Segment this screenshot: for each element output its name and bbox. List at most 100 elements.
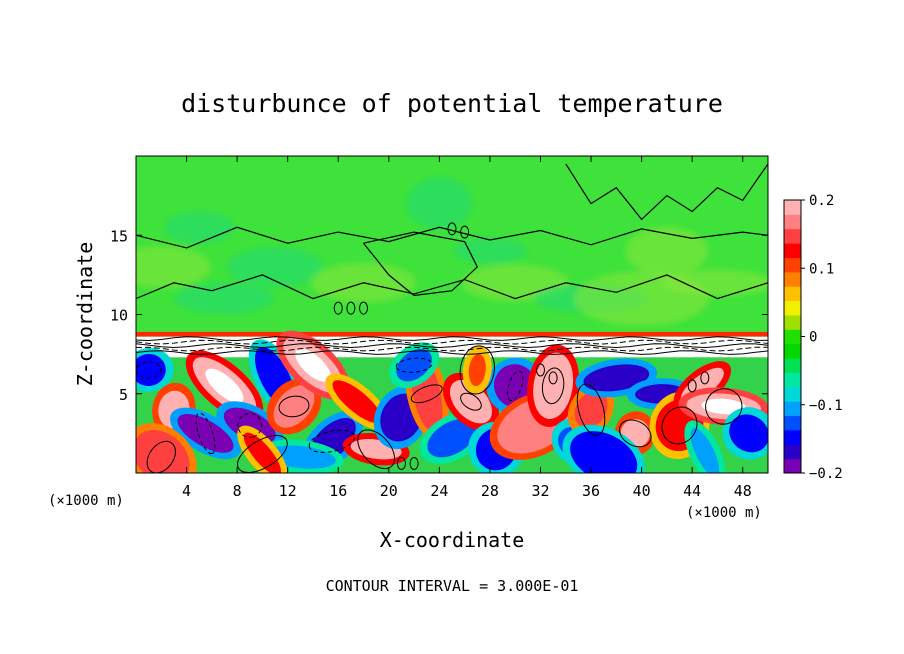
anomaly-contour [506,370,524,402]
upper-field-patch [574,271,710,327]
anomaly-contour [136,361,162,379]
y-axis-label: Z-coordinate [73,242,97,387]
anomaly-contour [661,406,698,445]
upper-field-patch [625,226,709,276]
small-contour-loop [346,301,356,315]
upper-layer-variations [136,177,768,327]
small-contour-loop [409,456,419,470]
upper-field-patch [452,238,527,264]
anomaly-core [468,353,486,387]
colorbar-segment [784,343,801,359]
anomaly-contour [459,345,495,395]
y-tick-label: 5 [119,386,128,404]
anomaly-contour [576,383,606,436]
anomaly-saturated [205,368,244,404]
colorbar-segment [784,300,801,316]
anomaly-core [533,352,574,419]
anomaly-contour [195,412,216,455]
anomaly-contour [460,392,482,411]
colorbar-segment [784,228,801,244]
x-tick-label: 24 [430,482,448,500]
colorbar-segment [784,286,801,302]
colorbar-segment [784,214,801,230]
upper-field-patch [227,246,323,288]
anomaly-contour [395,357,433,373]
colorbar-segment [784,200,801,215]
anomaly-contour [237,413,263,438]
contour-line [136,226,768,249]
small-contour-loop [447,222,457,236]
colorbar-segment [784,429,801,445]
anomaly-saturated [295,348,331,382]
upper-field-patch [174,282,275,315]
colorbar-segment [784,401,801,417]
colorbar-tick-label: −0.2 [809,466,843,482]
y-tick-label: 10 [110,307,128,325]
chart-title: disturbunce of potential temperature [181,89,723,118]
x-tick-label: 48 [734,482,752,500]
x-tick-label: 16 [329,482,347,500]
small-contour-loop [333,301,343,315]
colorbar-segment [784,458,801,474]
x-tick-label: 12 [279,482,297,500]
plot-area [136,156,768,473]
colorbar-segment [784,257,801,273]
small-contour-loop [700,371,710,385]
contour-lines [136,163,768,473]
anomaly-contour [237,434,288,473]
x-tick-label: 44 [683,482,701,500]
x-unit-right: (×1000 m) [686,505,762,521]
x-tick-label: 4 [182,482,191,500]
x-tick-label: 8 [233,482,242,500]
anomaly-contour [618,419,652,448]
y-tick-label: 15 [110,227,128,245]
interface-contour [136,343,768,349]
x-axis-label: X-coordinate [380,528,525,552]
colorbar-segment [784,314,801,330]
anomaly-core [574,391,608,428]
x-tick-label: 28 [481,482,499,500]
interface-contour [136,346,768,352]
upper-field-patch [136,245,211,288]
colorbar-segment [784,358,801,373]
small-contour-loop [396,456,406,470]
y-axis: 5 10 15 [110,227,768,404]
anomaly-contour [541,367,565,405]
anomaly-core [690,428,720,473]
contour-line [565,163,768,221]
colorbar-segment [784,271,801,287]
colorbar-tick-label: 0.1 [809,261,834,277]
upper-field-patch [164,211,234,244]
anomaly-contour [705,388,743,425]
anomaly-contour [308,429,356,453]
colorbar-segment [784,386,801,402]
small-contour-loop [535,363,545,377]
contour-interval-note: CONTOUR INTERVAL = 3.000E-01 [326,577,579,595]
x-tick-label: 32 [531,482,549,500]
upper-field-patch [406,177,473,230]
colorbar-tick-label: −0.1 [809,398,843,414]
interface-contour [136,339,768,345]
x-tick-label: 36 [582,482,600,500]
colorbar-segment [784,415,801,431]
anomaly-core [583,364,650,392]
interface-contour [136,350,768,355]
interface-contour [136,336,768,342]
x-tick-label: 20 [380,482,398,500]
anomaly-core [136,353,166,386]
x-unit-left: (×1000 m) [48,493,124,509]
small-contour-loop [359,301,369,315]
x-tick-label: 40 [633,482,651,500]
anomaly-core [177,413,234,453]
anomaly-contour [410,384,443,404]
anomaly-contour [278,395,310,418]
small-contour-loop [460,225,470,239]
colorbar-tick-label: 0 [809,330,817,346]
x-axis: 4 8 12 16 20 24 28 32 36 40 44 48 [182,156,752,500]
anomaly-contour [146,440,176,473]
contour-line [136,274,768,300]
anomaly-saturated [701,398,747,415]
contour-line [363,231,479,297]
colorbar-tick-label: 0.2 [809,193,834,209]
